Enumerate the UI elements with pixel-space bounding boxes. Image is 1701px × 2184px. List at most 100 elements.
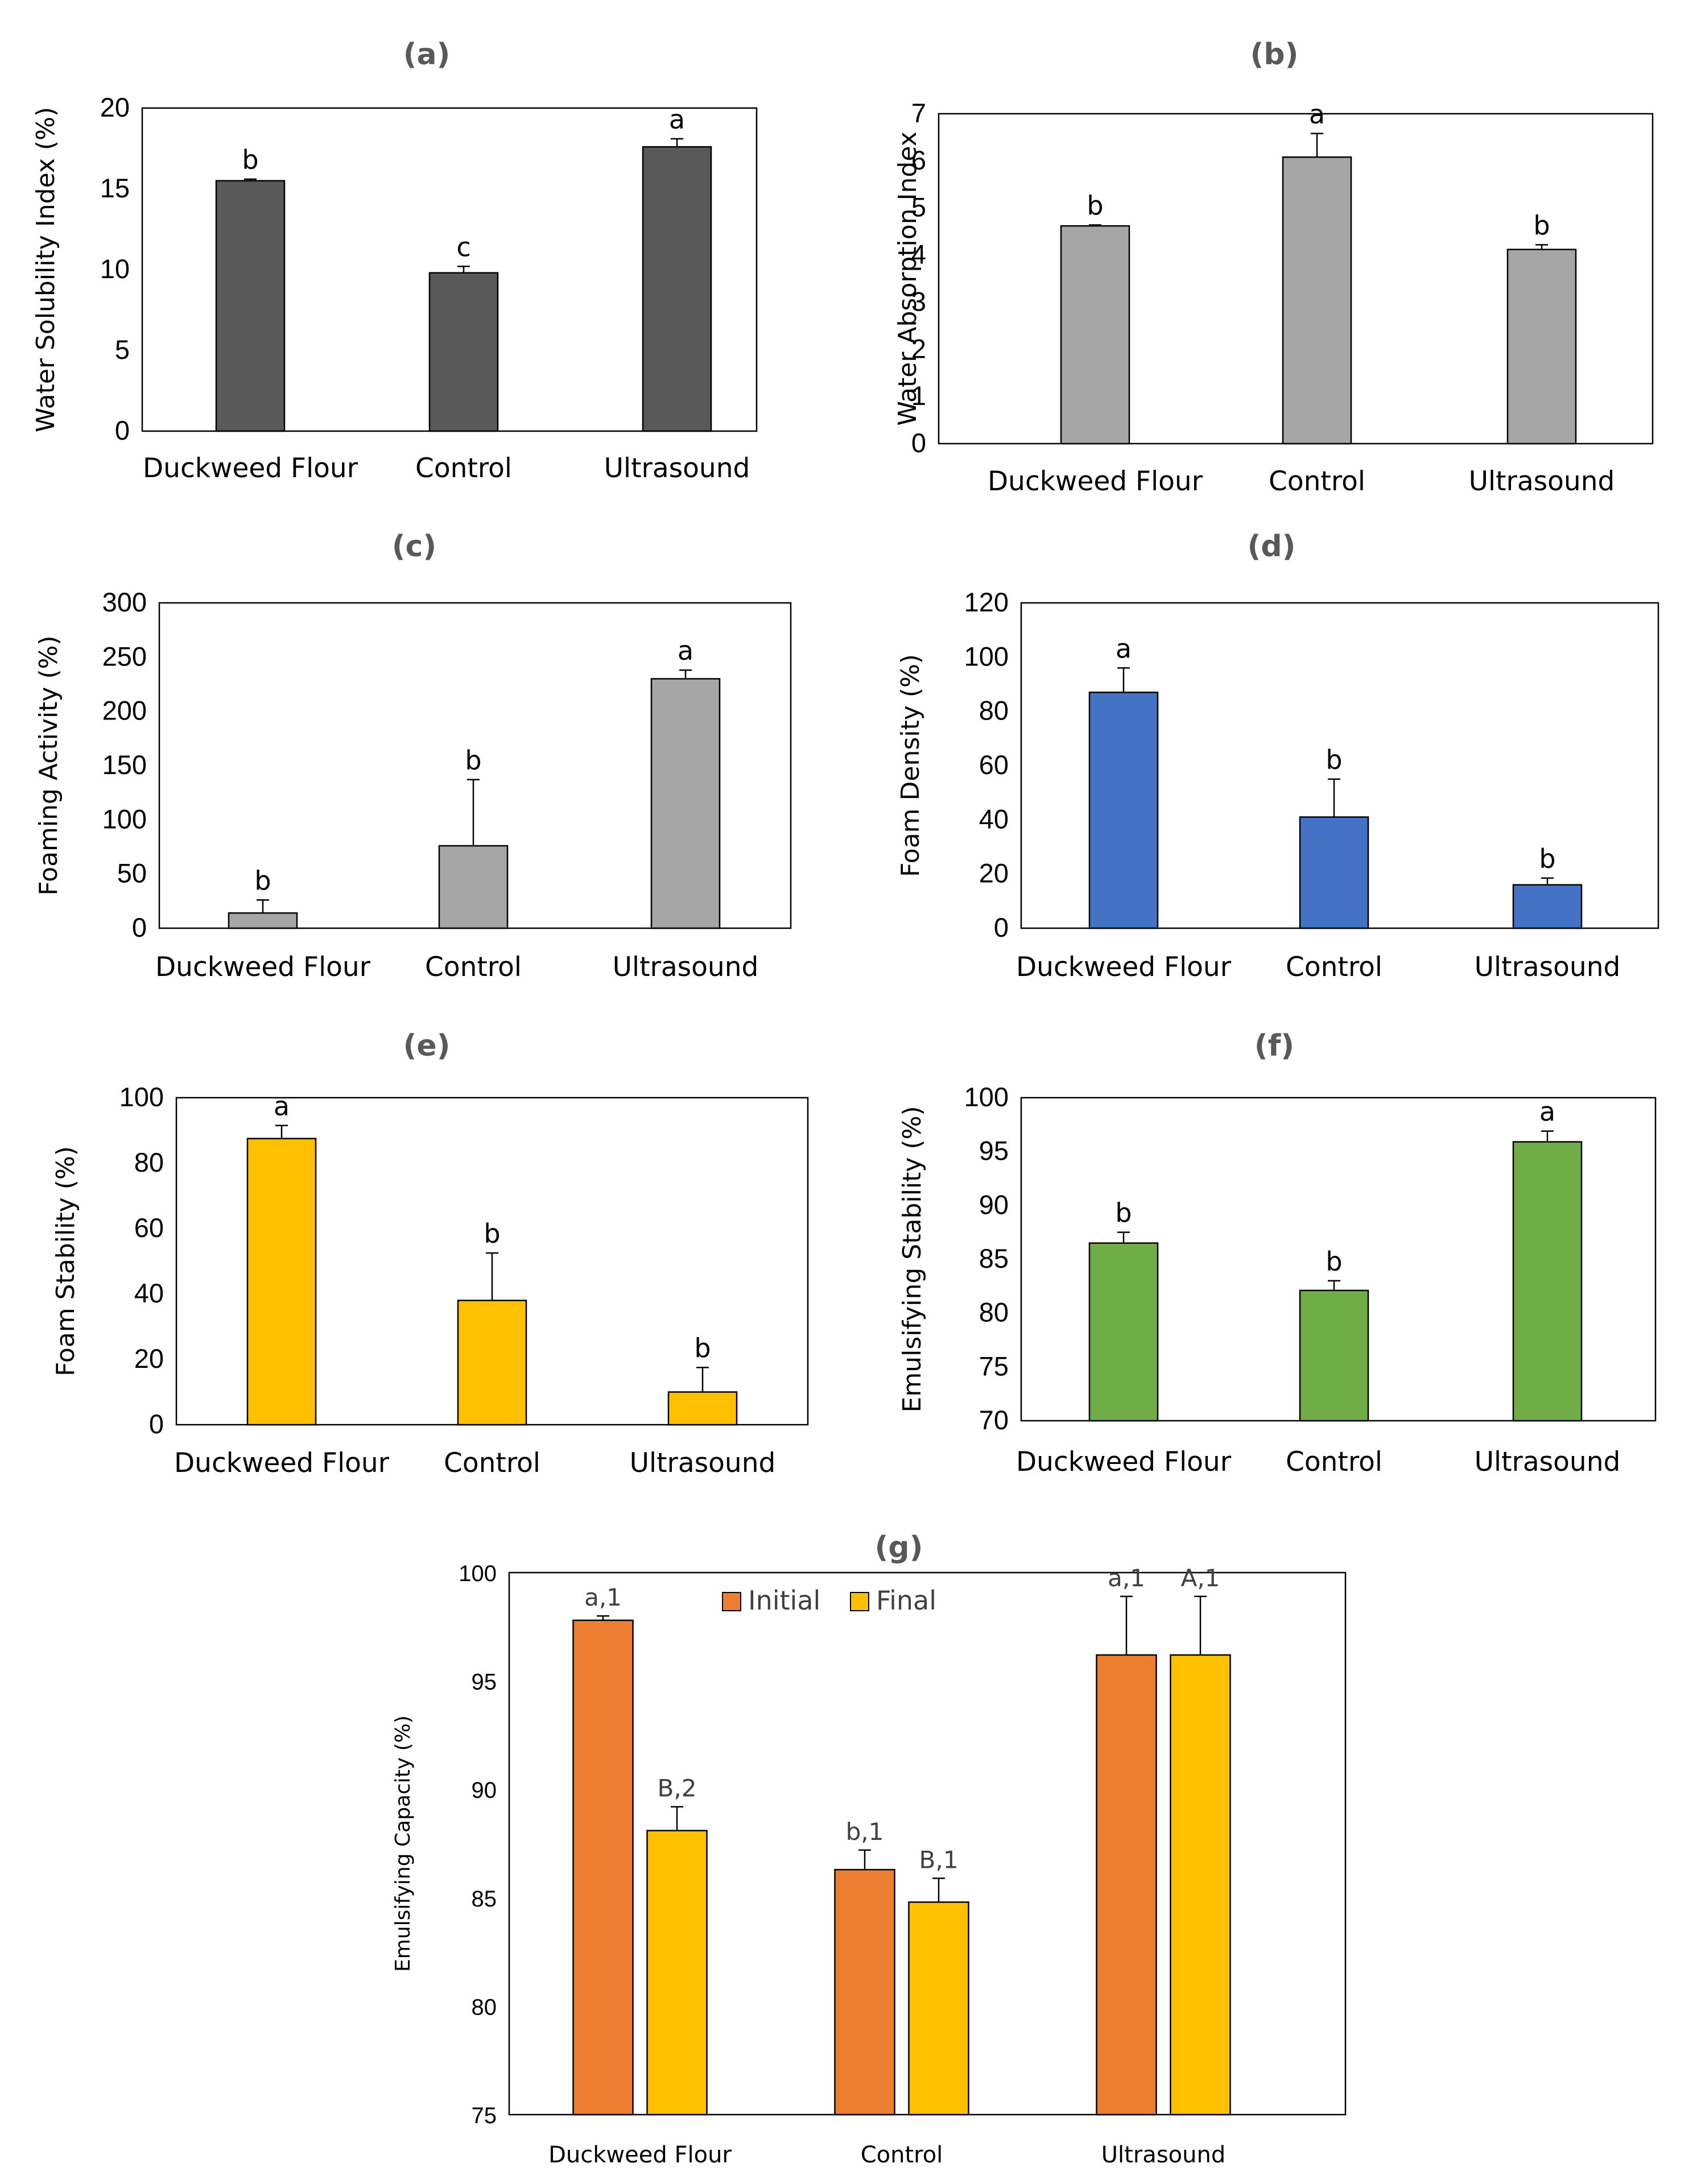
legend-label: Final [876, 1585, 936, 1616]
bar [1088, 692, 1159, 929]
y-tick-label: 75 [979, 1351, 1009, 1381]
panel-title: (a) [403, 38, 451, 72]
significance-letter: b [694, 1333, 711, 1363]
y-tick-label: 80 [979, 1297, 1009, 1327]
significance-letter: a [1539, 1097, 1555, 1127]
significance-letter: a [1116, 633, 1132, 664]
significance-letter: b [1326, 1246, 1342, 1277]
legend-swatch [850, 1592, 869, 1611]
x-category-label: Control [444, 1447, 540, 1479]
y-tick-label: 300 [102, 587, 147, 617]
y-tick-label: 3 [911, 286, 926, 316]
chart-panel-c: (c) 0 50 100 150 200 250 300 Foaming Activity (%… [34, 530, 792, 983]
y-axis-label: Foam Stability (%) [51, 1146, 80, 1376]
y-tick-label: 120 [964, 587, 1009, 617]
x-category-label: Control [1286, 1446, 1382, 1478]
y-axis-label: Foam Density (%) [896, 654, 925, 877]
y-tick-label: 0 [994, 912, 1009, 942]
y-tick-label: 100 [459, 1561, 497, 1586]
significance-letter: a [274, 1091, 290, 1122]
y-tick-label: 4 [911, 239, 926, 270]
x-category-label: Ultrasound [630, 1447, 776, 1479]
y-tick-label: 15 [100, 173, 130, 203]
significance-letter: B,1 [919, 1846, 959, 1873]
bar [1088, 1242, 1159, 1422]
bar [908, 1901, 969, 2116]
y-tick-label: 10 [100, 254, 130, 284]
significance-letter: a,1 [584, 1583, 622, 1611]
y-tick-label: 100 [102, 804, 147, 834]
panel-title: (e) [403, 1029, 451, 1063]
chart-panel-a: (a) 0 5 10 15 20 Water Solubility Index (%) Duc… [31, 38, 758, 484]
bar [1170, 1654, 1231, 2116]
x-category-label: Control [1269, 466, 1365, 497]
x-category-label: Control [425, 952, 522, 983]
y-tick-label: 100 [964, 641, 1009, 671]
x-category-label: Control [1286, 952, 1382, 983]
x-category-label: Duckweed Flour [174, 1447, 390, 1479]
y-tick-label: 6 [911, 145, 926, 175]
chart-panel-b: (b) 0 1 2 3 4 5 6 7 Water Absorption Index Duckwee… [893, 38, 1654, 497]
significance-letter: b [1087, 191, 1103, 221]
chart-panel-e: (e) 0 20 40 60 80 100 Foam Stability (%) Duckwee… [51, 1029, 809, 1479]
y-tick-label: 150 [102, 750, 147, 780]
chart-panel-g: (g) 75 80 85 90 95 100 Emulsifying Capacity (%)… [391, 1531, 1347, 2168]
bar [650, 678, 721, 929]
bar [215, 180, 286, 432]
panel-title: (g) [875, 1531, 923, 1565]
x-category-label: Control [415, 453, 512, 484]
y-tick-label: 250 [102, 641, 147, 671]
y-axis-label: Foaming Activity (%) [34, 635, 63, 895]
x-category-label: Ultrasound [1469, 466, 1615, 497]
chart-panel-f: (f) 70 75 80 85 90 95 100 Emulsifying Stability … [898, 1029, 1657, 1478]
bar [246, 1138, 317, 1426]
y-tick-label: 90 [472, 1778, 497, 1803]
panel-title: (b) [1250, 38, 1299, 72]
x-category-label: Duckweed Flour [988, 466, 1203, 497]
bar [228, 912, 298, 929]
y-tick-label: 75 [472, 2103, 497, 2128]
significance-letter: b [1539, 843, 1555, 874]
y-tick-label: 0 [115, 415, 130, 445]
x-category-label: Ultrasound [604, 453, 750, 484]
x-category-label: Ultrasound [1101, 2142, 1225, 2168]
y-tick-label: 70 [979, 1405, 1009, 1435]
significance-letter: b [465, 745, 481, 776]
significance-letter: b [1115, 1198, 1132, 1228]
y-axis-label: Water Solubility Index (%) [31, 107, 60, 432]
bar [438, 845, 509, 929]
bar [1299, 1289, 1369, 1422]
significance-letter: b [1533, 210, 1550, 241]
y-tick-label: 95 [979, 1136, 1009, 1166]
y-tick-label: 0 [149, 1409, 164, 1439]
y-tick-label: 80 [472, 1995, 497, 2020]
x-category-label: Duckweed Flour [1016, 952, 1232, 983]
x-category-label: Duckweed Flour [548, 2142, 732, 2168]
x-category-label: Duckweed Flour [1016, 1446, 1232, 1478]
x-category-label: Duckweed Flour [155, 952, 371, 983]
significance-letter: A,1 [1181, 1564, 1220, 1592]
y-tick-label: 40 [979, 804, 1009, 834]
y-tick-label: 0 [132, 912, 147, 942]
bar [642, 146, 712, 432]
y-tick-label: 40 [134, 1278, 164, 1308]
y-tick-label: 85 [472, 1887, 497, 1912]
legend-label: Initial [748, 1585, 820, 1616]
y-tick-label: 5 [115, 334, 130, 365]
y-tick-label: 20 [134, 1343, 164, 1374]
panel-title: (f) [1254, 1029, 1294, 1063]
y-tick-label: 5 [911, 192, 926, 222]
y-tick-label: 80 [979, 696, 1009, 726]
bar [834, 1868, 895, 2116]
chart-panel-d: (d) 0 20 40 60 80 100 120 Foam Density (%) Duckwe… [896, 530, 1659, 983]
significance-letter: a [669, 104, 685, 135]
y-tick-label: 0 [911, 428, 926, 458]
bar [1282, 156, 1352, 445]
y-tick-label: 50 [117, 858, 147, 888]
y-tick-label: 1 [911, 380, 926, 411]
significance-letter: a,1 [1108, 1564, 1145, 1592]
y-tick-label: 20 [979, 858, 1009, 888]
y-tick-label: 60 [979, 750, 1009, 780]
bar [1060, 225, 1130, 445]
y-tick-label: 7 [911, 98, 926, 128]
